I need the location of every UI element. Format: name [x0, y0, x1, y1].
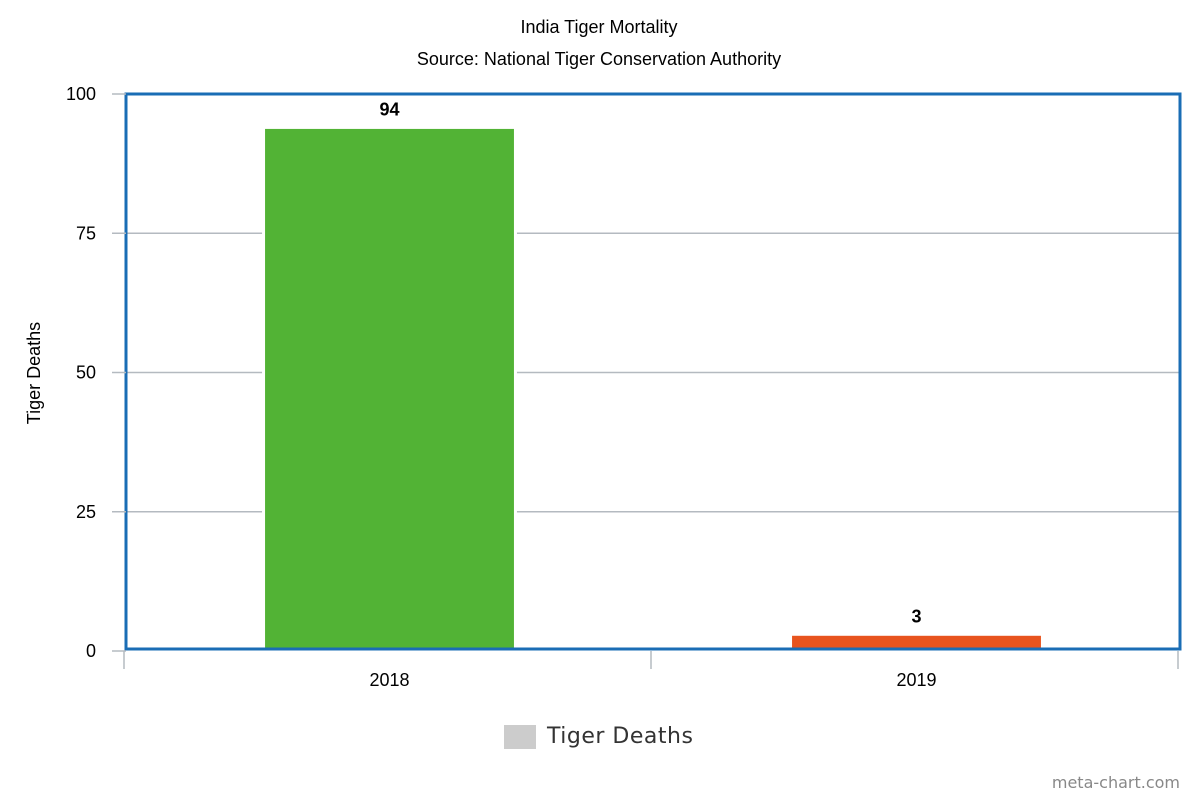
axis-ticks: 0 25 50 75 100 2018 2019 — [66, 84, 1179, 690]
chart-subtitle: Source: National Tiger Conservation Auth… — [417, 49, 781, 69]
bar-2018 — [262, 125, 517, 651]
y-tick-label: 75 — [76, 223, 96, 243]
x-tick-label: 2019 — [896, 670, 936, 690]
y-tick-label: 25 — [76, 502, 96, 522]
data-label: 3 — [911, 606, 921, 626]
watermark: meta-chart.com — [1051, 773, 1180, 792]
data-label: 94 — [379, 99, 399, 119]
legend-label: Tiger Deaths — [547, 724, 694, 749]
bar-2019 — [789, 632, 1044, 651]
legend[interactable]: Tiger Deaths — [504, 724, 693, 749]
chart-title: India Tiger Mortality — [520, 17, 677, 37]
y-tick-label: 0 — [86, 641, 96, 661]
y-tick-label: 100 — [66, 84, 96, 104]
x-tick-label: 2018 — [369, 670, 409, 690]
plot-frame — [124, 92, 1182, 651]
bars: 94 3 — [262, 99, 1044, 651]
y-tick-label: 50 — [76, 363, 96, 383]
y-axis-label: Tiger Deaths — [24, 322, 44, 424]
legend-swatch — [504, 724, 536, 749]
